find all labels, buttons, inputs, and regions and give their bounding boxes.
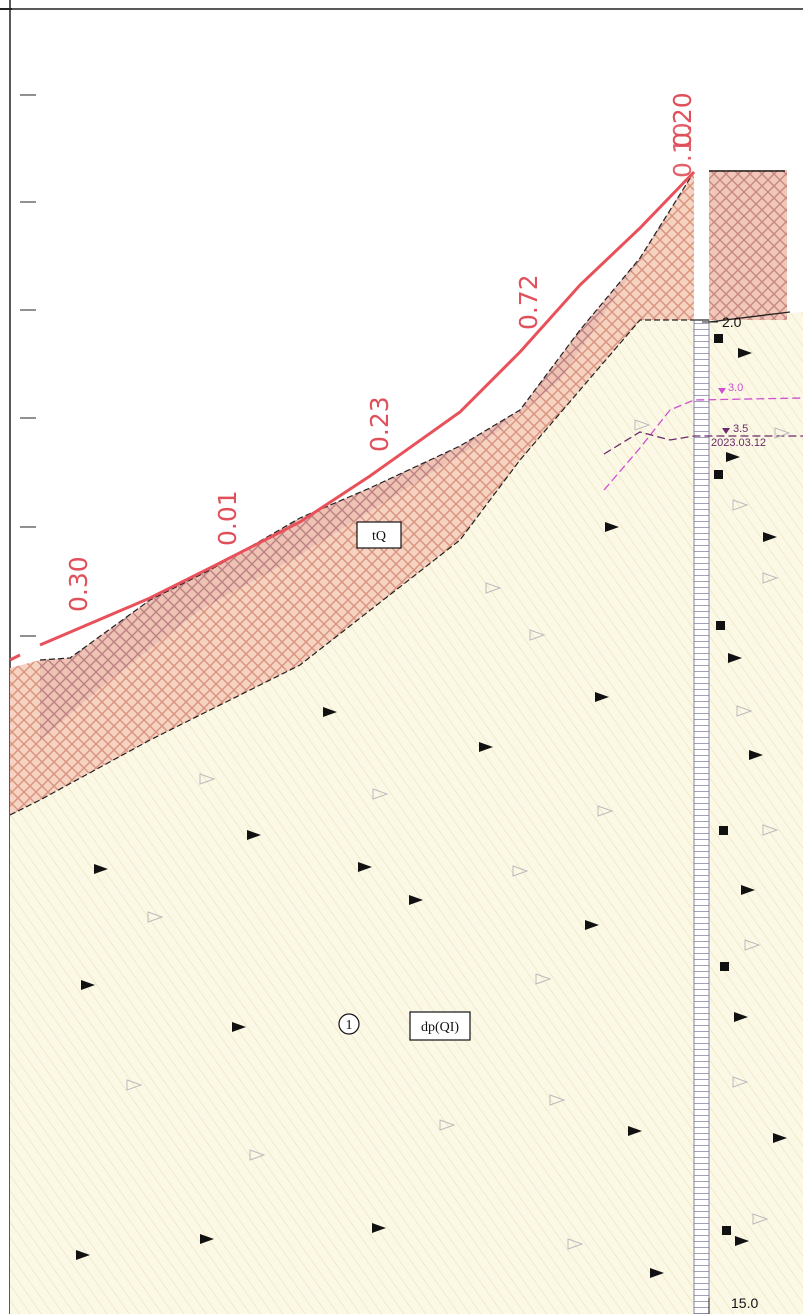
right-boundary-line — [708, 311, 791, 323]
slope-label-6: 0.10 — [668, 122, 697, 178]
bottom-depth-label: 15.0 — [731, 1295, 758, 1311]
upper-boundary-line — [39, 171, 695, 661]
lower-layer-label-box — [409, 1011, 471, 1041]
slope-label-5: 0.20 — [668, 92, 697, 148]
slope-label-1: 0.30 — [64, 556, 93, 612]
slope-label-3: 0.23 — [365, 396, 394, 452]
lower-layer-number: 1 — [346, 1018, 353, 1033]
lower-layer-number-circle — [338, 1013, 360, 1035]
gravel-outline-triangles — [126, 419, 791, 1250]
ground-profile-stub — [9, 653, 21, 662]
lower-boundary-line — [9, 319, 694, 816]
slope-label-4: 0.72 — [514, 274, 543, 330]
upper-layer-dark-band — [40, 172, 694, 740]
upper-layer-fill — [10, 172, 694, 815]
water-level-2-marker — [722, 428, 730, 434]
lower-layer-label: dp(QI) — [421, 1020, 459, 1035]
gravel-solid-triangles — [76, 348, 787, 1278]
slope-label-2: 0.01 — [213, 490, 242, 546]
ground-profile-line — [39, 170, 696, 647]
water-level-date-label: 2023.03.12 — [711, 437, 766, 449]
water-level-1-line — [603, 397, 803, 491]
upper-layer-label: tQ — [372, 529, 386, 544]
water-level-1-label: 3.0 — [728, 382, 743, 394]
water-level-2-line — [603, 431, 803, 455]
water-level-2-label: 3.5 — [733, 423, 748, 435]
borehole-column — [693, 319, 710, 1314]
sample-markers — [714, 334, 731, 1235]
boundary-depth-label: 2.0 — [722, 314, 742, 330]
lower-layer-fill — [10, 320, 694, 1314]
water-level-1-marker — [718, 388, 726, 394]
upper-layer-label-box — [356, 521, 402, 549]
lower-layer-right-fill — [709, 312, 803, 1314]
